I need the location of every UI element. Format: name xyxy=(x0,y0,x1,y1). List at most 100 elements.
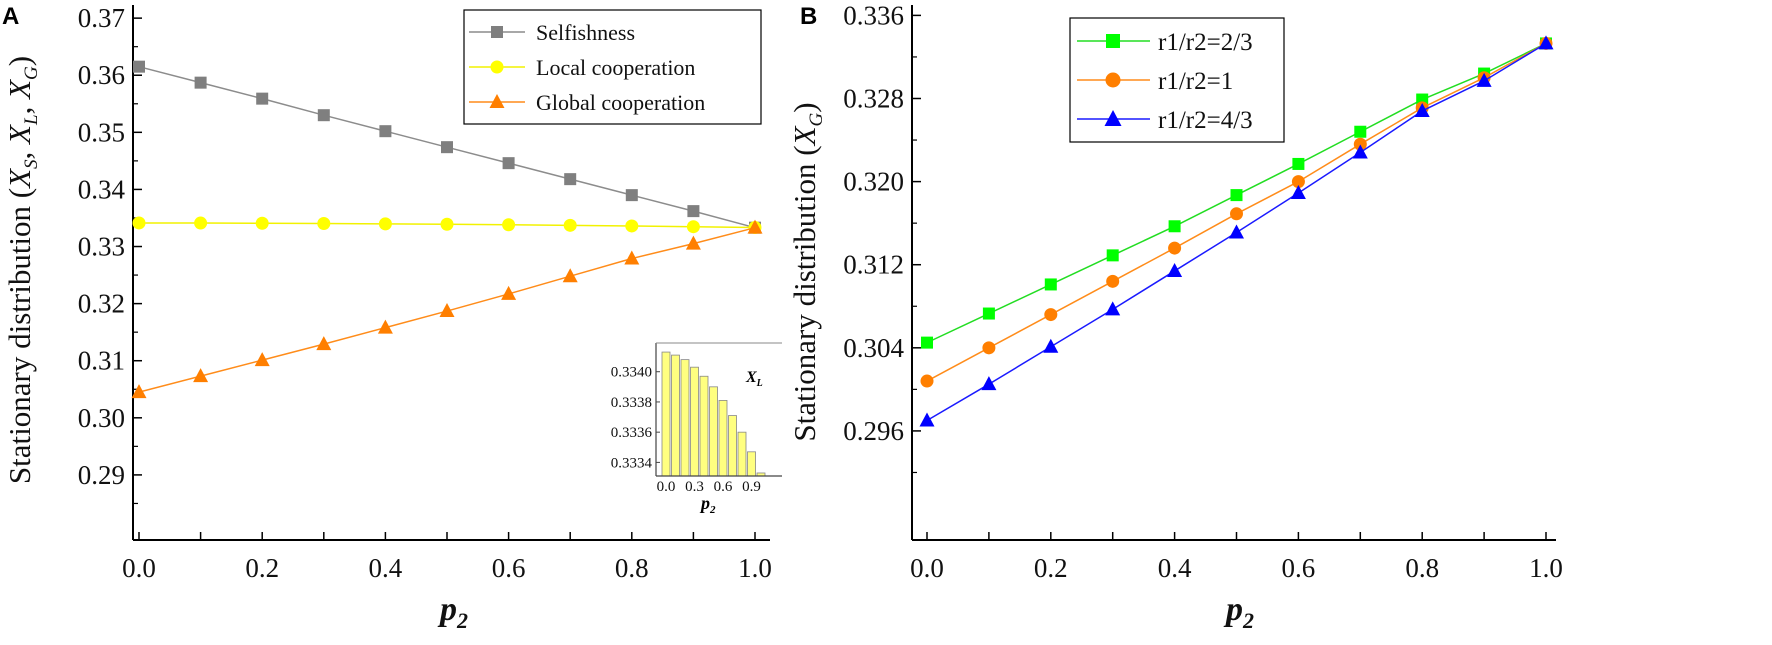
y-axis-label: Stationary distribution (XS, XL, XG) xyxy=(2,56,42,484)
inset-bar xyxy=(671,354,680,477)
y-tick-label: 0.30 xyxy=(78,403,125,433)
data-point xyxy=(562,268,578,283)
inset-series-label: XL xyxy=(745,369,763,389)
data-point xyxy=(379,125,392,138)
data-point xyxy=(131,384,147,399)
data-point xyxy=(193,368,209,383)
y-tick-label: 0.31 xyxy=(78,346,125,376)
legend: Selfishness Local cooperation Global coope… xyxy=(463,9,762,125)
x-tick-label: 0.8 xyxy=(1405,553,1439,583)
y-tick-label: 0.312 xyxy=(843,250,904,280)
panel-B: B 0.296 0.304 0.312 0.320 0.328 0.336 0.0 0.2 0.4… xyxy=(787,0,1563,633)
data-point xyxy=(133,60,145,73)
data-point xyxy=(440,217,454,231)
legend-marker xyxy=(1105,72,1121,88)
x-tick-label: 1.0 xyxy=(1529,553,1563,583)
data-point xyxy=(256,92,269,105)
inset-bar xyxy=(747,451,756,477)
inset-bar xyxy=(690,366,699,477)
legend-label: Global cooperation xyxy=(536,90,705,115)
inset-bar xyxy=(728,415,737,477)
x-tick-label: 0.4 xyxy=(1158,553,1192,583)
x-tick-label: 0.4 xyxy=(369,553,403,583)
data-point xyxy=(317,217,331,231)
x-tick-label: 0.8 xyxy=(615,553,649,583)
inset-bar xyxy=(699,375,709,477)
x-tick-label: 0.0 xyxy=(910,553,944,583)
data-point xyxy=(502,218,516,232)
x-tick-label: 0.2 xyxy=(1034,553,1068,583)
data-point xyxy=(921,336,933,349)
data-point xyxy=(378,217,392,231)
data-point xyxy=(686,220,700,234)
inset-y-tick-label: 0.3336 xyxy=(611,425,653,441)
data-point xyxy=(377,319,393,334)
series-local-cooperation xyxy=(132,216,762,235)
data-point xyxy=(439,303,455,318)
data-point xyxy=(625,189,638,202)
data-point xyxy=(1105,301,1121,316)
data-point xyxy=(687,205,700,218)
inset-bar xyxy=(680,359,690,477)
data-point xyxy=(1538,35,1554,50)
y-tick-label: 0.304 xyxy=(843,333,904,363)
panel-label: B xyxy=(800,3,817,30)
inset-bar xyxy=(661,351,671,477)
data-point xyxy=(1168,241,1182,255)
legend-marker xyxy=(490,60,504,74)
data-point xyxy=(316,336,332,351)
data-point xyxy=(1230,189,1243,202)
data-point xyxy=(132,216,146,230)
legend-marker xyxy=(491,26,503,38)
data-point xyxy=(564,173,577,186)
data-point xyxy=(982,341,996,355)
data-point xyxy=(982,307,995,320)
inset-bar xyxy=(709,386,718,477)
data-point xyxy=(1230,207,1243,221)
series-r1-r2-4-3 xyxy=(919,35,1554,427)
x-tick-label: 0.2 xyxy=(245,553,279,583)
data-point xyxy=(1354,125,1367,138)
data-point xyxy=(747,219,763,234)
inset-bar-chart: 0.3334 0.3336 0.3338 0.3340 0.0 0.3 0.6 0.9 XL p2 xyxy=(611,342,782,516)
y-tick-label: 0.36 xyxy=(78,60,125,90)
data-point xyxy=(1476,72,1492,87)
data-point xyxy=(1414,102,1430,117)
inset-y-tick-label: 0.3340 xyxy=(611,365,652,381)
legend-label: Selfishness xyxy=(536,20,635,45)
data-point xyxy=(624,250,640,265)
legend: r1/r2=2/3 r1/r2=1 r1/r2=4/3 xyxy=(1069,17,1285,143)
data-point xyxy=(919,412,935,427)
data-point xyxy=(255,216,269,230)
y-tick-label: 0.33 xyxy=(78,232,125,262)
data-point xyxy=(502,157,515,170)
y-tick-label: 0.37 xyxy=(78,3,125,33)
data-point xyxy=(1353,137,1367,151)
y-tick-label: 0.336 xyxy=(843,0,904,30)
data-point xyxy=(1229,224,1244,239)
y-tick-label: 0.320 xyxy=(843,167,904,197)
legend-label: r1/r2=4/3 xyxy=(1158,107,1253,134)
data-point xyxy=(1106,274,1120,288)
panel-label: A xyxy=(2,3,19,30)
x-tick-label: 0.6 xyxy=(492,553,526,583)
inset-x-tick-label: 0.0 xyxy=(657,479,676,495)
data-point xyxy=(1292,157,1305,170)
legend-label: r1/r2=2/3 xyxy=(1158,29,1253,56)
legend-label: Local cooperation xyxy=(536,55,695,80)
inset-x-tick-label: 0.6 xyxy=(714,479,733,495)
y-tick-label: 0.34 xyxy=(78,174,126,204)
data-point xyxy=(563,218,577,232)
data-point xyxy=(1106,249,1119,262)
inset-y-tick-label: 0.3338 xyxy=(611,395,652,411)
data-point xyxy=(501,285,517,300)
data-point xyxy=(194,76,207,89)
data-point xyxy=(625,219,639,233)
legend-marker xyxy=(489,94,505,108)
data-point xyxy=(1352,144,1368,159)
series-global-cooperation xyxy=(131,219,763,399)
y-tick-label: 0.328 xyxy=(843,83,904,113)
x-tick-label: 0.6 xyxy=(1282,553,1316,583)
inset-x-tick-label: 0.9 xyxy=(742,479,761,495)
data-point xyxy=(981,376,997,391)
